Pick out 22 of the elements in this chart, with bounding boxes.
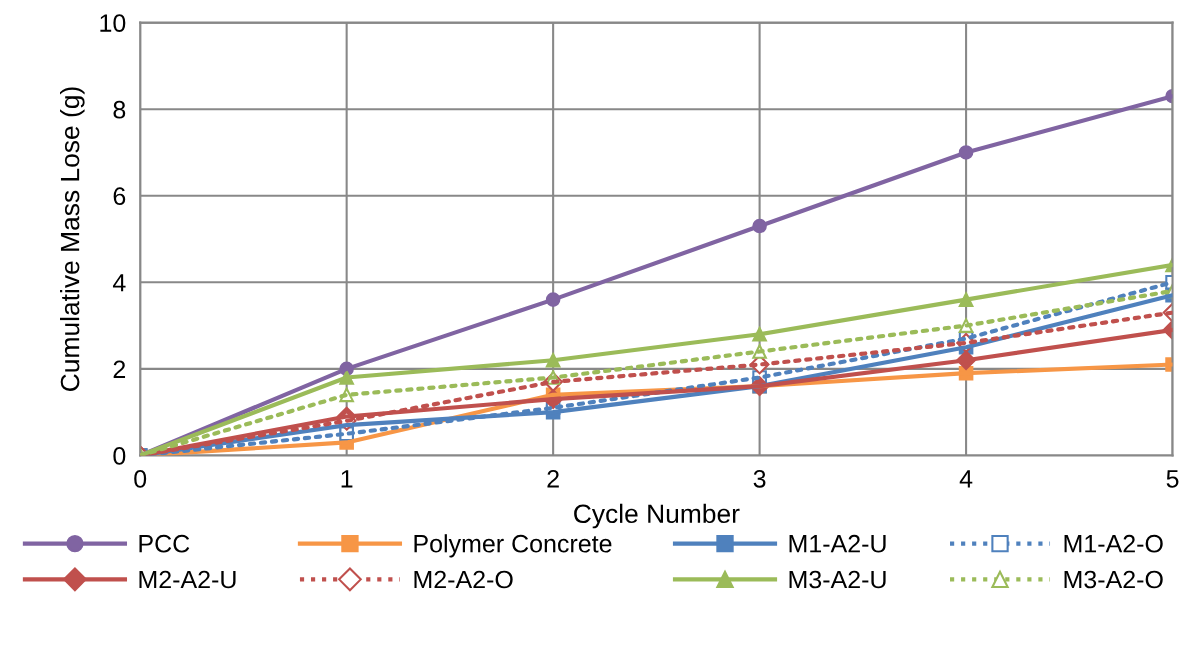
y-tick-label: 2: [113, 360, 126, 378]
x-tick-label: 1: [341, 470, 353, 488]
x-tick-label: 2: [547, 469, 559, 488]
legend-label: M2-A2-O: [414, 570, 513, 589]
x-tick-label: 3: [753, 469, 766, 488]
x-tick-label: 0: [134, 469, 147, 488]
legend-label: M1-A2-U: [789, 534, 886, 553]
legend-label: M3-A2-O: [1064, 570, 1163, 589]
legend-label: Polymer Concrete: [414, 534, 612, 558]
x-tick-label: 5: [1166, 470, 1179, 488]
legend-label: M1-A2-O: [1064, 534, 1163, 553]
y-axis-title: Cumulative Mass Lose (g): [60, 87, 85, 391]
y-tick-label: 10: [100, 14, 126, 32]
legend-label: M3-A2-U: [789, 570, 886, 589]
y-tick-label: 4: [112, 274, 126, 292]
legend-label: PCC: [139, 534, 190, 553]
x-tick-label: 4: [959, 470, 973, 488]
y-tick-label: 6: [113, 187, 126, 206]
y-tick-label: 0: [113, 447, 126, 465]
legend-label: M2-A2-U: [139, 570, 236, 589]
x-axis-title: Cycle Number: [574, 503, 740, 529]
y-tick-label: 8: [113, 100, 126, 119]
